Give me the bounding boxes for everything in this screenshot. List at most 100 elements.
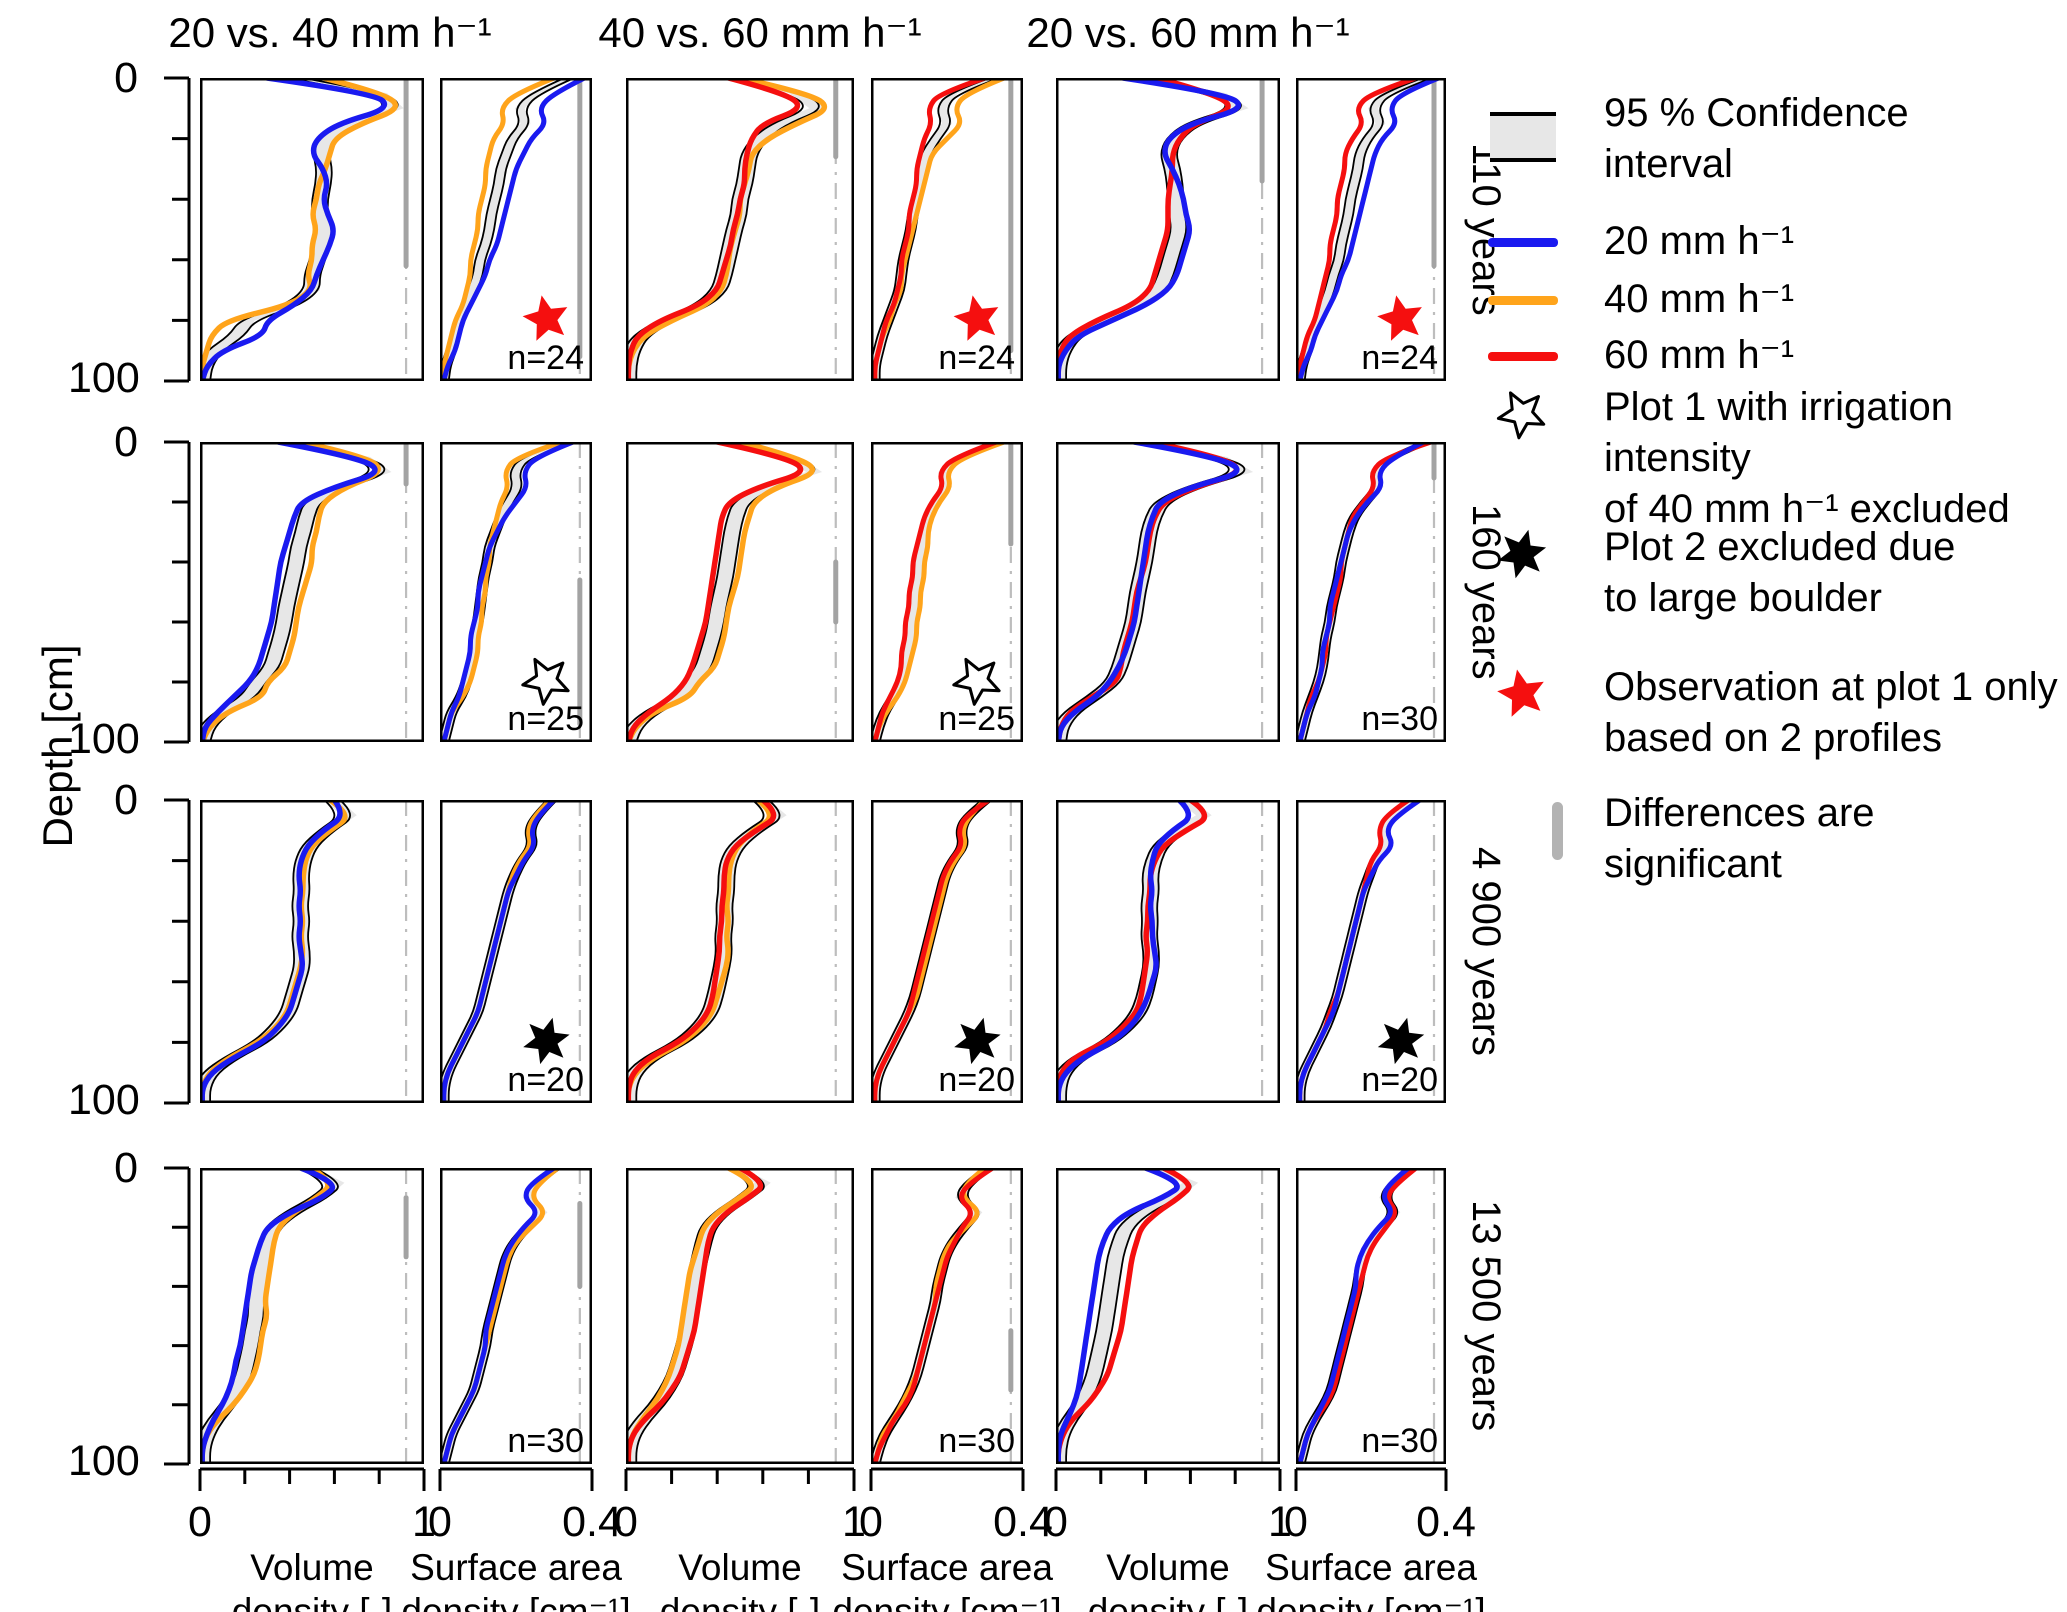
open-star-icon	[952, 657, 1001, 706]
red-star-icon	[953, 295, 999, 341]
panel-vol-row4-col1	[200, 1168, 424, 1464]
panel-vol-row3-col3	[1056, 800, 1280, 1103]
ci-upper-line	[1303, 442, 1433, 742]
red-star-icon	[522, 295, 568, 341]
profile-curve-c60	[1056, 1168, 1192, 1464]
profile-curve-c20	[1056, 800, 1192, 1103]
ci-band	[200, 78, 404, 381]
panel-border	[871, 78, 1023, 381]
sample-size-label: n=20	[507, 1061, 584, 1099]
legend-item-open-star: Plot 1 with irrigation intensity of 40 m…	[1488, 382, 2067, 531]
sample-size-label: n=30	[507, 1422, 584, 1460]
x-axis-vol-col2	[623, 1466, 857, 1494]
profile-curve-c20	[441, 442, 576, 742]
ci-upper-line	[878, 78, 1000, 381]
panel-border	[1056, 1168, 1280, 1464]
panel-vol-row3-col1	[200, 800, 424, 1103]
ci-band	[200, 442, 392, 742]
profile-curve-c20	[1056, 1168, 1180, 1464]
legend-label-ci: 95 % Confidence interval	[1604, 91, 1909, 187]
profile-curve-c20	[1297, 1168, 1411, 1464]
legend-item-black-star: Plot 2 excluded due to large boulder	[1488, 522, 2067, 632]
profile-curve-c60	[1056, 800, 1208, 1103]
depth-tick-label-100: 100	[68, 354, 140, 402]
panel-border	[440, 800, 592, 1103]
panel-sa-row2-col1: n=25	[440, 442, 592, 742]
ci-upper-line	[635, 1168, 765, 1464]
black-star-icon	[1497, 529, 1547, 579]
ci-upper-line	[1065, 78, 1242, 381]
legend-item-40mm: 40 mm h⁻¹	[1488, 274, 2067, 330]
row-label-160-years: 160 years	[1464, 504, 1508, 680]
panel-border	[440, 78, 592, 381]
profile-curve-c20	[441, 800, 557, 1103]
x-tick-label-max: 0.4	[562, 1498, 622, 1546]
x-axis-title-vol: Volume density [-]	[659, 1547, 821, 1612]
sample-size-label: n=25	[507, 700, 584, 738]
profile-curve-c20	[200, 78, 388, 381]
profile-curve-c40	[441, 442, 565, 742]
ci-upper-line	[1303, 800, 1420, 1103]
depth-tick-label-100: 100	[68, 1076, 140, 1124]
legend-label-40mm: 40 mm h⁻¹	[1604, 277, 1795, 321]
panel-vol-row1-col3	[1056, 78, 1280, 381]
x-tick-label-max: 0.4	[1416, 1498, 1476, 1546]
profile-curve-c40	[200, 78, 399, 381]
red-star-icon	[1497, 669, 1544, 717]
x-axis-sa-col2	[868, 1466, 1026, 1494]
profile-curve-c60	[626, 800, 777, 1103]
panel-sa-row1-col2: n=24	[871, 78, 1023, 381]
line-60mm-swatch	[1488, 352, 1558, 361]
black-star-icon	[954, 1017, 1001, 1065]
depth-tick-label-0: 0	[114, 1144, 138, 1192]
ci-lower-line	[871, 1168, 985, 1464]
panel-border	[871, 1168, 1023, 1464]
profile-curve-c20	[441, 1168, 557, 1464]
profile-curve-c20	[1297, 78, 1441, 381]
black-star-icon	[1377, 1017, 1425, 1065]
legend-label-significance: Differences are significant	[1604, 791, 1875, 887]
line-40mm-swatch	[1488, 296, 1558, 305]
panel-vol-row2-col1	[200, 442, 424, 742]
panel-vol-row1-col2	[626, 78, 854, 381]
profile-curve-c40	[200, 1168, 331, 1464]
profile-curve-c60	[872, 1168, 996, 1464]
panel-border	[871, 800, 1023, 1103]
depth-axis-row3	[148, 797, 192, 1106]
ci-band	[1056, 1168, 1199, 1464]
depth-axis-row1	[148, 75, 192, 384]
panel-border	[200, 442, 424, 742]
panel-border	[200, 800, 424, 1103]
profile-curve-c20	[1056, 78, 1242, 381]
sample-size-label: n=30	[1361, 700, 1438, 738]
depth-tick-label-0: 0	[114, 54, 138, 102]
ci-band	[871, 78, 1000, 381]
panel-border	[1296, 800, 1446, 1103]
open-star-icon	[521, 657, 570, 706]
profile-curve-c60	[1297, 78, 1419, 381]
panel-vol-row4-col3	[1056, 1168, 1280, 1464]
panel-border	[1056, 78, 1280, 381]
ci-band	[200, 1168, 345, 1464]
ci-upper-line	[447, 78, 575, 381]
profile-curve-c60	[626, 78, 801, 381]
profile-curve-c60	[626, 1168, 764, 1464]
row-label-4900-years: 4 900 years	[1464, 846, 1508, 1057]
profile-curve-c20	[1297, 442, 1426, 742]
panel-sa-row1-col3: n=24	[1296, 78, 1446, 381]
significance-bar-icon	[1552, 802, 1563, 860]
profile-curve-c60	[1297, 442, 1434, 742]
profile-curve-c20	[1297, 800, 1423, 1103]
column-title-40v60: 40 vs. 60 mm h⁻¹	[598, 9, 922, 56]
x-axis-sa-col1	[437, 1466, 595, 1494]
column-title-20v40: 20 vs. 40 mm h⁻¹	[168, 9, 492, 56]
sample-size-label: n=20	[938, 1061, 1015, 1099]
x-axis-title-vol: Volume density [-]	[231, 1547, 393, 1612]
x-axis-title-vol: Volume density [-]	[1087, 1547, 1249, 1612]
panel-vol-row1-col1	[200, 78, 424, 381]
x-tick-label-min: 0	[188, 1498, 212, 1546]
ci-band	[626, 442, 823, 742]
panel-sa-row3-col3: n=20	[1296, 800, 1446, 1103]
panel-border	[1056, 800, 1280, 1103]
